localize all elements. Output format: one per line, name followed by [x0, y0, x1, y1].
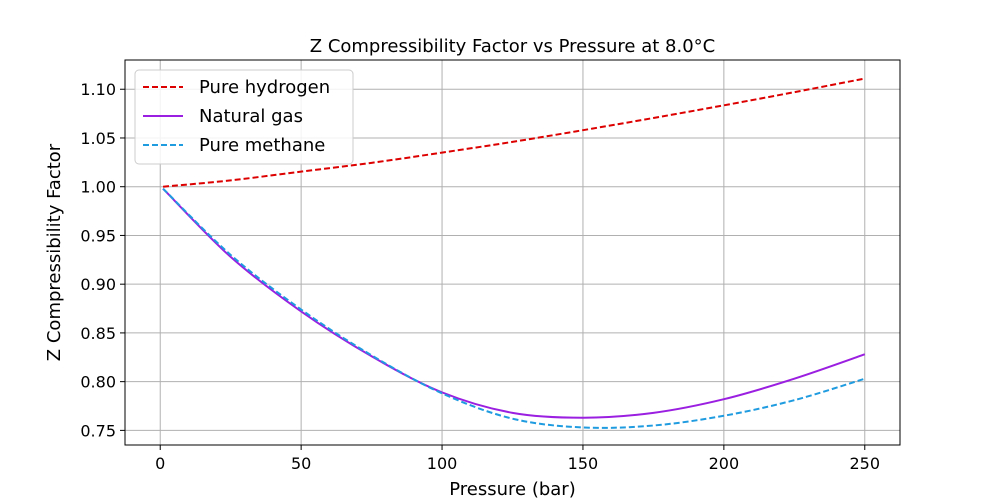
series-line-natural-gas	[162, 187, 866, 419]
y-axis-ticks: 0.75 0.80 0.85 0.90 0.95 1.00 1.05 1.10	[80, 80, 125, 440]
chart-title: Z Compressibility Factor vs Pressure at …	[310, 36, 715, 57]
x-tick-label: 100	[427, 454, 458, 473]
x-tick-label: 200	[709, 454, 740, 473]
y-tick-label: 1.10	[80, 80, 116, 99]
y-tick-label: 0.80	[80, 373, 116, 392]
x-tick-label: 150	[568, 454, 599, 473]
y-tick-label: 1.05	[80, 129, 116, 148]
series-line-pure-hydrogen	[162, 77, 865, 188]
series-line-pure-methane	[162, 187, 866, 429]
legend-label: Natural gas	[199, 106, 303, 127]
legend-label: Pure methane	[199, 135, 325, 156]
plot-frame	[124, 59, 901, 446]
x-axis-label: Pressure (bar)	[449, 479, 575, 500]
legend: Pure hydrogen Natural gas Pure methane	[134, 69, 354, 165]
y-tick-label: 1.00	[80, 178, 116, 197]
y-tick-label: 0.75	[80, 421, 116, 440]
grid	[125, 60, 900, 445]
x-tick-label: 0	[155, 454, 165, 473]
y-tick-label: 0.95	[80, 226, 116, 245]
x-tick-label: 50	[291, 454, 311, 473]
legend-label: Pure hydrogen	[199, 77, 330, 98]
y-tick-label: 0.90	[80, 275, 116, 294]
x-tick-label: 250	[849, 454, 880, 473]
y-axis-label: Z Compressibility Factor	[44, 143, 65, 361]
y-tick-label: 0.85	[80, 324, 116, 343]
series-lines	[162, 77, 866, 429]
legend-box	[134, 69, 354, 165]
x-axis-ticks: 0 50 100 150 200 250	[155, 445, 880, 473]
